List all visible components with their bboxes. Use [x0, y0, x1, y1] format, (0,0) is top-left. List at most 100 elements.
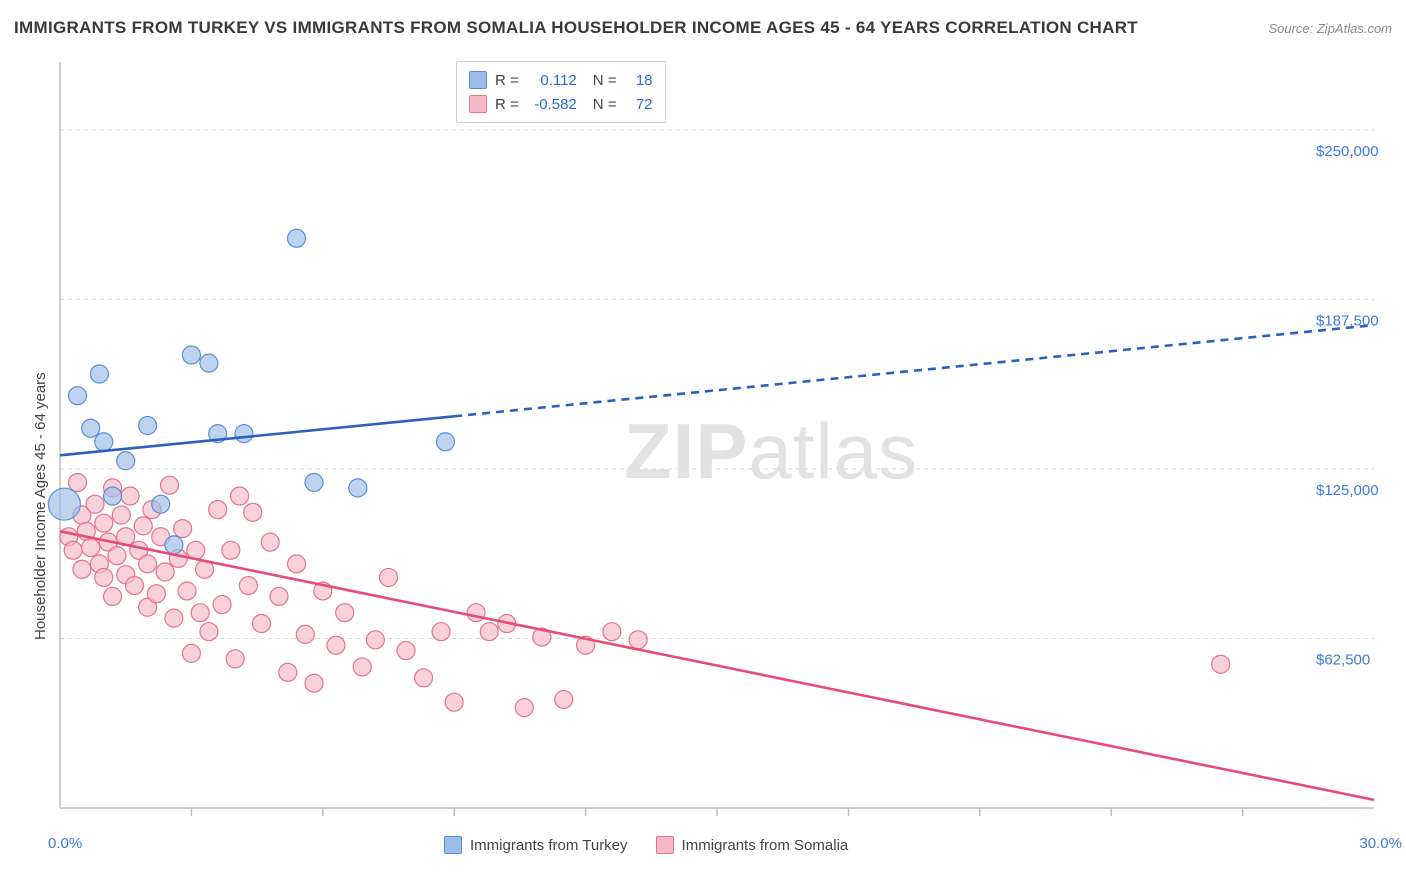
stats-row: R = -0.582 N = 72	[469, 92, 653, 116]
scatter-point	[95, 568, 113, 586]
scatter-point	[90, 365, 108, 383]
scatter-point	[117, 452, 135, 470]
scatter-point	[139, 417, 157, 435]
scatter-point	[213, 596, 231, 614]
n-label: N =	[593, 72, 617, 89]
source-attribution: Source: ZipAtlas.com	[1268, 21, 1392, 36]
scatter-point	[270, 587, 288, 605]
n-value: 72	[625, 96, 653, 113]
legend-label: Immigrants from Somalia	[682, 837, 849, 854]
scatter-point	[436, 433, 454, 451]
trend-line-extrapolated	[454, 325, 1374, 416]
scatter-point	[95, 514, 113, 532]
scatter-point	[200, 623, 218, 641]
series-legend: Immigrants from Turkey Immigrants from So…	[444, 836, 848, 854]
scatter-point	[165, 536, 183, 554]
scatter-point	[182, 346, 200, 364]
scatter-plot-area: $62,500$125,000$187,500$250,000 ZIPatlas…	[54, 56, 1390, 846]
r-value: -0.582	[527, 96, 577, 113]
r-label: R =	[495, 72, 519, 89]
scatter-point	[296, 625, 314, 643]
scatter-point	[161, 476, 179, 494]
n-label: N =	[593, 96, 617, 113]
scatter-point	[152, 495, 170, 513]
scatter-point	[327, 636, 345, 654]
scatter-point	[69, 473, 87, 491]
scatter-point	[134, 517, 152, 535]
scatter-point	[397, 642, 415, 660]
r-label: R =	[495, 96, 519, 113]
x-axis-max-label: 30.0%	[1359, 835, 1402, 852]
scatter-point	[432, 623, 450, 641]
scatter-point	[156, 563, 174, 581]
scatter-point	[69, 387, 87, 405]
scatter-point	[1212, 655, 1230, 673]
scatter-point	[147, 585, 165, 603]
scatter-point	[467, 604, 485, 622]
scatter-point	[349, 479, 367, 497]
legend-item: Immigrants from Turkey	[444, 836, 628, 854]
series-swatch	[656, 836, 674, 854]
scatter-point	[380, 568, 398, 586]
chart-title: IMMIGRANTS FROM TURKEY VS IMMIGRANTS FRO…	[14, 18, 1138, 38]
scatter-point	[86, 495, 104, 513]
scatter-point	[178, 582, 196, 600]
scatter-point	[82, 539, 100, 557]
scatter-point	[108, 547, 126, 565]
scatter-point	[288, 229, 306, 247]
scatter-point	[64, 541, 82, 559]
y-tick-label: $125,000	[1316, 482, 1379, 499]
scatter-point	[252, 615, 270, 633]
scatter-point	[235, 425, 253, 443]
scatter-point	[165, 609, 183, 627]
x-axis-min-label: 0.0%	[48, 835, 82, 852]
scatter-point	[121, 487, 139, 505]
scatter-point	[82, 419, 100, 437]
scatter-point	[95, 433, 113, 451]
n-value: 18	[625, 72, 653, 89]
scatter-point	[555, 690, 573, 708]
scatter-point	[200, 354, 218, 372]
scatter-point	[125, 577, 143, 595]
scatter-point	[222, 541, 240, 559]
scatter-point	[48, 488, 80, 520]
y-tick-label: $62,500	[1316, 651, 1370, 668]
y-axis-label: Householder Income Ages 45 - 64 years	[32, 372, 49, 640]
y-tick-label: $250,000	[1316, 143, 1379, 160]
legend-label: Immigrants from Turkey	[470, 837, 628, 854]
scatter-point	[261, 533, 279, 551]
scatter-point	[112, 506, 130, 524]
scatter-point	[209, 501, 227, 519]
scatter-point	[279, 663, 297, 681]
scatter-point	[244, 503, 262, 521]
legend-item: Immigrants from Somalia	[656, 836, 849, 854]
scatter-point	[191, 604, 209, 622]
scatter-point	[104, 487, 122, 505]
scatter-point	[366, 631, 384, 649]
r-value: 0.112	[527, 72, 577, 89]
scatter-point	[480, 623, 498, 641]
scatter-point	[288, 555, 306, 573]
scatter-point	[415, 669, 433, 687]
trend-line	[60, 531, 1374, 800]
scatter-point	[353, 658, 371, 676]
scatter-point	[629, 631, 647, 649]
scatter-point	[174, 520, 192, 538]
scatter-point	[336, 604, 354, 622]
series-swatch	[444, 836, 462, 854]
scatter-point	[226, 650, 244, 668]
trend-line	[60, 416, 454, 455]
series-swatch	[469, 71, 487, 89]
correlation-stats-box: R = 0.112 N = 18 R = -0.582 N = 72	[456, 61, 666, 123]
scatter-point	[231, 487, 249, 505]
series-swatch	[469, 95, 487, 113]
scatter-point	[104, 587, 122, 605]
scatter-point	[305, 473, 323, 491]
scatter-point	[445, 693, 463, 711]
scatter-point	[73, 560, 91, 578]
scatter-point	[239, 577, 257, 595]
stats-row: R = 0.112 N = 18	[469, 68, 653, 92]
chart-svg: $62,500$125,000$187,500$250,000	[54, 56, 1390, 846]
scatter-point	[603, 623, 621, 641]
scatter-point	[515, 699, 533, 717]
